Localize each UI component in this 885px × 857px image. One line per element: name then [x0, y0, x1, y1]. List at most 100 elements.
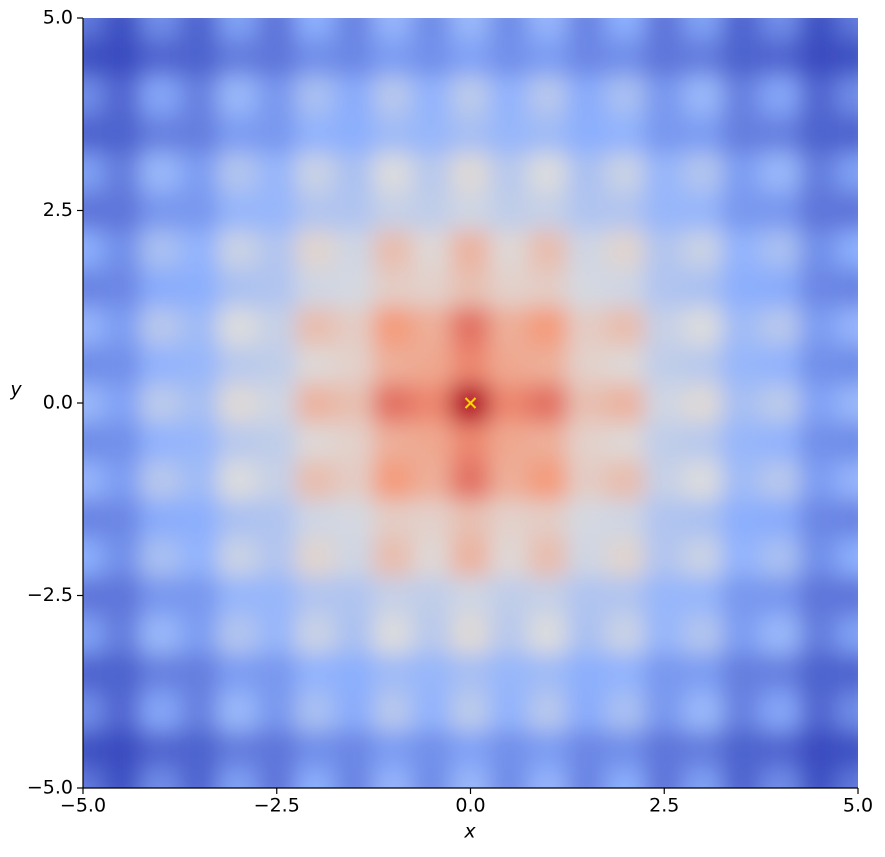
heatmap-cell	[411, 575, 452, 616]
heatmap-cell	[140, 383, 181, 423]
heatmap-cell	[295, 691, 336, 731]
heatmap-cell	[179, 75, 220, 115]
heatmap-cell	[450, 18, 491, 38]
heatmap-cell	[760, 768, 801, 788]
heatmap-cell	[373, 18, 413, 38]
heatmap-cell	[838, 344, 858, 385]
heatmap-cell	[644, 614, 685, 654]
heatmap-cell	[179, 113, 220, 154]
heatmap-cell	[295, 652, 336, 693]
heatmap-cell	[799, 460, 840, 500]
x-tick-label: 5.0	[843, 795, 873, 817]
heatmap-cell	[411, 537, 452, 577]
heatmap-cell	[489, 75, 530, 115]
heatmap-cell	[179, 498, 220, 539]
heatmap-cell	[760, 113, 801, 154]
heatmap-cell	[721, 652, 762, 693]
heatmap-cell	[799, 691, 840, 731]
heatmap-cell	[295, 190, 336, 231]
heatmap-cell	[218, 344, 258, 385]
heatmap-cell	[411, 768, 452, 788]
heatmap-cell	[838, 383, 858, 423]
heatmap-cell	[295, 421, 336, 462]
heatmap-cell	[721, 768, 762, 788]
heatmap-cell	[644, 229, 685, 269]
heatmap-cell	[838, 652, 858, 693]
heatmap-cell	[605, 691, 646, 731]
heatmap-cell	[760, 152, 801, 192]
heatmap-cell	[373, 267, 413, 308]
heatmap-cell	[489, 152, 530, 192]
heatmap-cell	[334, 691, 375, 731]
heatmap-cell	[528, 344, 568, 385]
heatmap-cell	[101, 729, 142, 770]
heatmap-cell	[721, 498, 762, 539]
heatmap-cell	[838, 229, 858, 269]
heatmap-cell	[83, 383, 103, 423]
heatmap-cell	[605, 421, 646, 462]
heatmap-cell	[295, 113, 336, 154]
heatmap-cell	[838, 614, 858, 654]
heatmap-cell	[334, 18, 375, 38]
heatmap-cell	[605, 460, 646, 500]
heatmap-cell	[566, 614, 607, 654]
heatmap-cell	[450, 75, 491, 115]
heatmap-cell	[179, 537, 220, 577]
heatmap-cell	[83, 344, 103, 385]
heatmap-cell	[644, 768, 685, 788]
heatmap-cell	[101, 652, 142, 693]
heatmap-cell	[218, 113, 258, 154]
heatmap-cell	[256, 691, 297, 731]
heatmap-cell	[140, 75, 181, 115]
x-tick-label: 2.5	[649, 795, 679, 817]
heatmap-cell	[489, 229, 530, 269]
heatmap-cell	[140, 152, 181, 192]
heatmap-cell	[101, 498, 142, 539]
heatmap-cell	[644, 113, 685, 154]
y-tick-label: 5.0	[43, 7, 73, 29]
heatmap-cell	[256, 383, 297, 423]
heatmap-cell	[256, 537, 297, 577]
heatmap-cell	[683, 614, 723, 654]
heatmap-cell	[644, 267, 685, 308]
heatmap-cell	[218, 768, 258, 788]
heatmap-cell	[83, 768, 103, 788]
heatmap-cell	[838, 75, 858, 115]
heatmap-cell	[179, 344, 220, 385]
heatmap-cell	[721, 691, 762, 731]
heatmap-cell	[605, 575, 646, 616]
heatmap-cell	[140, 537, 181, 577]
heatmap-cell	[218, 614, 258, 654]
heatmap-cell	[721, 152, 762, 192]
heatmap-cell	[489, 190, 530, 231]
heatmap-cell	[528, 691, 568, 731]
heatmap-cell	[566, 383, 607, 423]
y-tick-label: −5.0	[27, 777, 73, 799]
heatmap-cell	[256, 113, 297, 154]
heatmap-cell	[721, 575, 762, 616]
heatmap-cell	[683, 652, 723, 693]
heatmap-cell	[218, 729, 258, 770]
heatmap-cell	[760, 498, 801, 539]
heatmap-cell	[683, 18, 723, 38]
heatmap-cell	[450, 229, 491, 269]
heatmap-cell	[179, 18, 220, 38]
y-axis-label: y	[9, 379, 22, 401]
heatmap-cell	[411, 36, 452, 77]
heatmap-cell	[838, 36, 858, 77]
heatmap-cell	[295, 383, 336, 423]
heatmap-cell	[83, 691, 103, 731]
heatmap-cell	[644, 575, 685, 616]
heatmap-cell	[373, 113, 413, 154]
heatmap-cell	[489, 498, 530, 539]
heatmap-cell	[101, 614, 142, 654]
heatmap-cell	[101, 421, 142, 462]
heatmap-cell	[256, 614, 297, 654]
heatmap-cell	[528, 729, 568, 770]
heatmap-cell	[605, 498, 646, 539]
heatmap-cell	[295, 36, 336, 77]
heatmap-cell	[683, 691, 723, 731]
heatmap-cell	[721, 344, 762, 385]
heatmap-cell	[838, 190, 858, 231]
